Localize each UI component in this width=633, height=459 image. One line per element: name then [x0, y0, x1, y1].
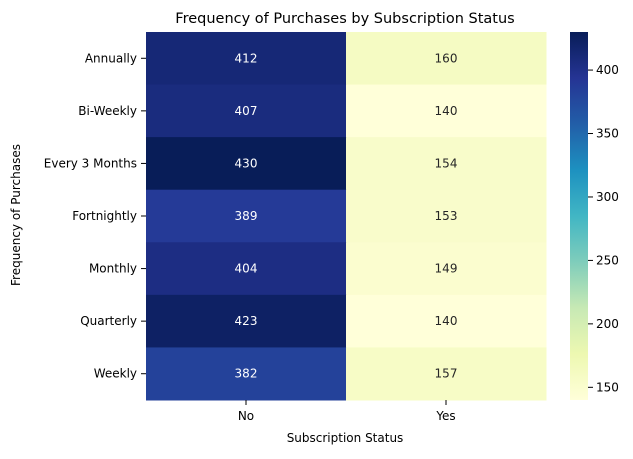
y-tick-label: Fortnightly	[72, 209, 137, 223]
y-axis-ticks: Annually Bi-Weekly Every 3 Months Fortnight…	[44, 51, 146, 381]
cell-value-label: 430	[235, 156, 258, 170]
colorbar-tick-label: 350	[596, 127, 619, 141]
colorbar-ticks: 150 200 250 300 350 400	[588, 63, 619, 394]
colorbar-tick-label: 300	[596, 190, 619, 204]
cell-annotations: 412 160 407 140 430 154 389 153 404 149 423 140 382 1…	[235, 51, 458, 380]
colorbar-tick-label: 250	[596, 253, 619, 267]
cell-value-label: 140	[435, 104, 458, 118]
heatmap-cell	[146, 189, 347, 243]
cell-value-label: 149	[435, 262, 458, 276]
cell-value-label: 407	[235, 104, 258, 118]
y-tick-label: Annually	[85, 51, 137, 65]
colorbar-tick-label: 400	[596, 63, 619, 77]
heatmap-cell	[346, 347, 547, 401]
y-axis-label: Frequency of Purchases	[9, 144, 23, 286]
cell-value-label: 423	[235, 314, 258, 328]
y-tick-label: Bi-Weekly	[78, 104, 137, 118]
cell-value-label: 382	[235, 367, 258, 381]
heatmap-cell	[146, 242, 347, 296]
colorbar	[570, 32, 588, 400]
colorbar-tick-label: 200	[596, 317, 619, 331]
x-tick-label: No	[238, 409, 254, 423]
heatmap-cell	[146, 84, 347, 138]
x-tick-label: Yes	[435, 409, 455, 423]
heatmap-cell	[146, 347, 347, 401]
x-axis-ticks: No Yes	[238, 400, 456, 423]
heatmap-cell	[346, 294, 547, 348]
heatmap-cell	[346, 137, 547, 191]
chart-title: Frequency of Purchases by Subscription S…	[175, 11, 514, 27]
y-tick-label: Weekly	[94, 367, 137, 381]
heatmap-cell	[146, 32, 347, 86]
colorbar-tick-label: 150	[596, 380, 619, 394]
heatmap-cell	[346, 189, 547, 243]
heatmap-cell	[146, 294, 347, 348]
heatmap-cell	[346, 84, 547, 138]
cell-value-label: 389	[235, 209, 258, 223]
heatmap-cell	[346, 242, 547, 296]
heatmap-cells	[146, 32, 547, 401]
cell-value-label: 153	[435, 209, 458, 223]
cell-value-label: 160	[435, 51, 458, 65]
y-tick-label: Monthly	[89, 262, 137, 276]
heatmap-cell	[146, 137, 347, 191]
heatmap-cell	[346, 32, 547, 86]
cell-value-label: 154	[435, 156, 458, 170]
cell-value-label: 140	[435, 314, 458, 328]
y-tick-label: Quarterly	[80, 314, 137, 328]
cell-value-label: 404	[235, 262, 258, 276]
y-tick-label: Every 3 Months	[44, 156, 137, 170]
x-axis-label: Subscription Status	[287, 431, 404, 445]
cell-value-label: 412	[235, 51, 258, 65]
cell-value-label: 157	[435, 367, 458, 381]
